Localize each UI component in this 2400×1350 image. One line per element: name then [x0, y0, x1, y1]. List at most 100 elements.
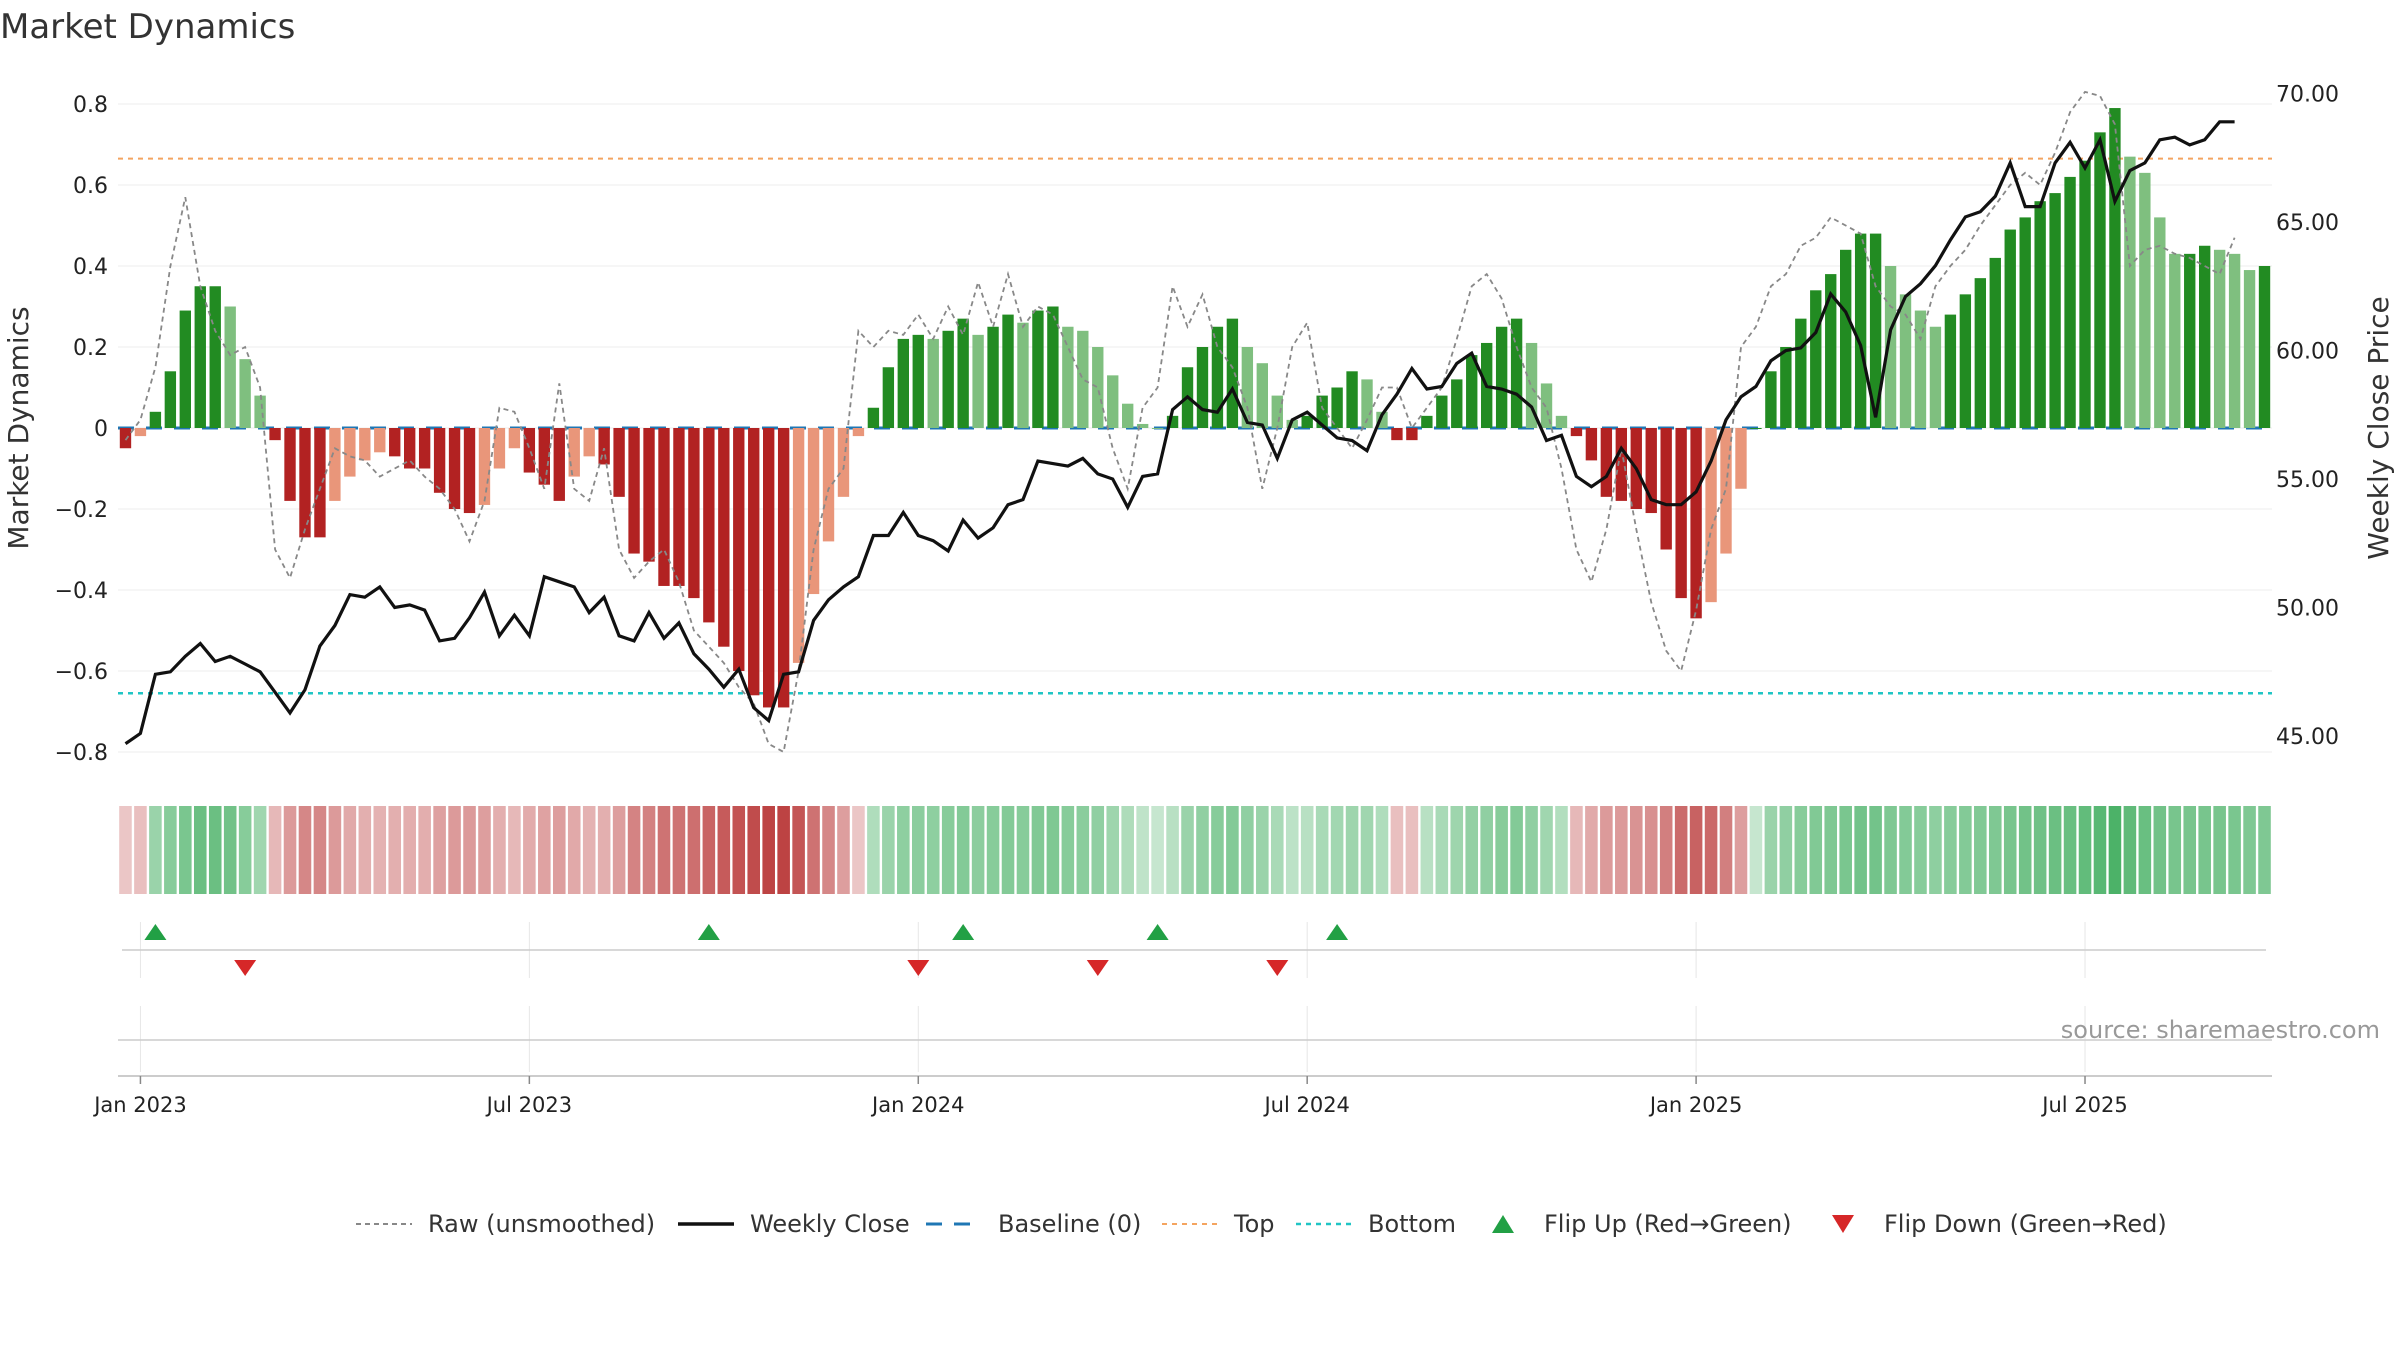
strip-cell [253, 806, 267, 894]
flip-markers-panel [122, 922, 2266, 978]
dynamics-bar [1092, 347, 1104, 428]
dynamics-bar [1226, 318, 1239, 428]
raw-unsmoothed-line [124, 90, 2236, 754]
strip-cell [283, 806, 297, 894]
legend-item-bottom: Bottom [1296, 1210, 1456, 1238]
strip-cell [403, 806, 416, 894]
strip-cell [1674, 806, 1688, 894]
strip-cell [2168, 806, 2182, 894]
strip-cell [612, 806, 626, 894]
dynamics-bar [1555, 415, 1568, 428]
strip-cell [2243, 806, 2256, 894]
market-dynamics-bars [119, 108, 2271, 708]
strip-cell [1824, 806, 1838, 894]
dynamics-bar [1854, 233, 1867, 428]
strip-cell [119, 806, 132, 894]
strip-cell [1315, 806, 1329, 894]
y-axis-label: Market Dynamics [2, 306, 35, 549]
strip-cell [2093, 806, 2107, 894]
y-tick-label: −0.2 [55, 498, 108, 523]
legend-label: Weekly Close [750, 1210, 910, 1238]
y2-tick-label: 60.00 [2276, 340, 2339, 365]
dynamics-bar [2213, 249, 2226, 428]
dynamics-bar [224, 306, 236, 428]
dynamics-bar [508, 428, 521, 449]
strip-cell [1495, 806, 1508, 894]
y-tick-label: 0.4 [73, 255, 108, 280]
dynamics-bar [837, 428, 850, 497]
dynamics-bar [1884, 266, 1897, 428]
dynamics-bar [598, 428, 610, 465]
dynamics-bar [1301, 415, 1313, 428]
dynamics-bar [1136, 423, 1149, 428]
strip-cell [2033, 806, 2047, 894]
dynamics-bar [1869, 233, 1882, 428]
legend-label: Baseline (0) [998, 1210, 1141, 1238]
strip-cell [2138, 806, 2152, 894]
strip-cell [2258, 806, 2271, 894]
strip-cell [1211, 806, 1224, 894]
strip-cell [1345, 806, 1359, 894]
dynamics-bar [1151, 428, 1164, 429]
flip-down-marker [1266, 960, 1289, 976]
strip-cell [1929, 806, 1942, 894]
dynamics-bar [1585, 428, 1598, 461]
strip-cell [1719, 806, 1733, 894]
strip-cell [2108, 806, 2122, 894]
strip-cell [1988, 806, 2002, 894]
strip-cell [1480, 806, 1493, 894]
dynamics-bar [1540, 383, 1553, 428]
strip-cell [193, 806, 207, 894]
strip-cell [822, 806, 835, 894]
strip-cell [762, 806, 775, 894]
strip-cell [2048, 806, 2062, 894]
dynamics-bar [763, 428, 775, 708]
dynamics-bar [1047, 306, 1059, 428]
strip-cell [567, 806, 581, 894]
source-credit: source: sharemaestro.com [2061, 1016, 2380, 1044]
dynamics-bar [194, 286, 206, 428]
y-tick-label: 0.8 [73, 93, 108, 118]
strip-cell [1944, 806, 1957, 894]
dynamics-bar [897, 338, 909, 428]
strip-cell [792, 806, 805, 894]
strip-cell [388, 806, 402, 894]
x-tick-label: Jul 2024 [1262, 1093, 1349, 1117]
dynamics-bar [314, 428, 326, 538]
dynamics-bar [1451, 379, 1463, 428]
dynamics-bar [658, 428, 670, 586]
strip-cell [1794, 806, 1808, 894]
dynamics-bar [2034, 201, 2046, 428]
dynamics-bar [1331, 387, 1343, 428]
dynamics-bar [1346, 371, 1358, 428]
dynamics-bar [1361, 379, 1373, 428]
strip-cell [208, 806, 222, 894]
bottom-panel [118, 1006, 2272, 1077]
dynamics-bar [673, 428, 685, 586]
strip-cell [1734, 806, 1748, 894]
dynamics-bar [2004, 229, 2016, 428]
strip-cell [179, 806, 192, 894]
dynamics-bar [867, 407, 880, 428]
strip-cell [1106, 806, 1120, 894]
legend-item-flip_down: Flip Down (Green→Red) [1832, 1210, 2167, 1238]
dynamics-bar [1017, 322, 1029, 428]
dynamics-bar [463, 428, 476, 514]
dynamics-bar [1765, 371, 1777, 428]
strip-cell [1001, 806, 1015, 894]
strip-cell [552, 806, 566, 894]
dynamics-bar [2228, 253, 2241, 428]
dynamics-bar [792, 428, 805, 663]
strip-cell [1540, 806, 1553, 894]
legend-label: Bottom [1368, 1210, 1456, 1238]
strip-cell [1555, 806, 1568, 894]
strip-cell [223, 806, 237, 894]
strip-cell [867, 806, 880, 894]
strip-cell [343, 806, 357, 894]
dynamics-bar [733, 428, 745, 671]
strip-cell [523, 806, 536, 894]
strip-cell [2228, 806, 2241, 894]
dynamics-bar [209, 286, 221, 428]
flip-up-marker [144, 924, 167, 940]
strip-cell [1285, 806, 1299, 894]
